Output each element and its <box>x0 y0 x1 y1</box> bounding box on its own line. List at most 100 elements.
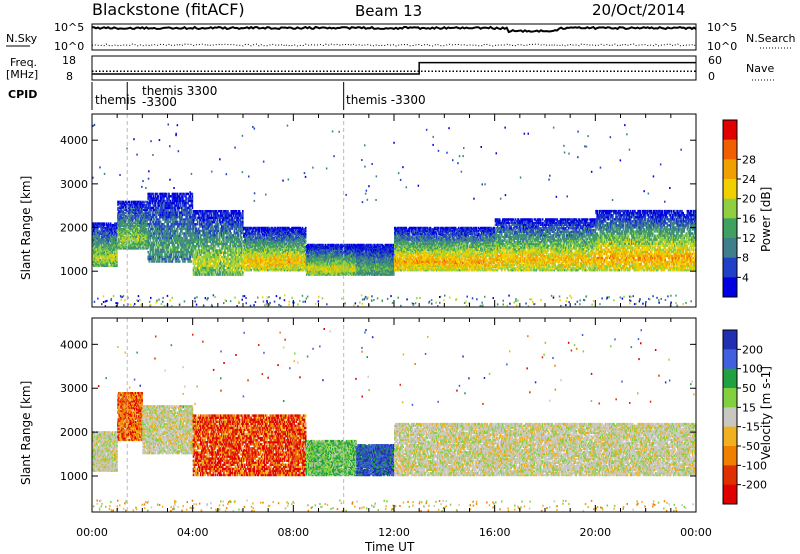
heatmap-cell <box>219 258 222 261</box>
heatmap-cell <box>206 240 208 243</box>
heatmap-cell <box>104 226 107 230</box>
heatmap-cell <box>101 245 103 249</box>
heatmap-cell <box>203 218 205 222</box>
heatmap-cell <box>96 244 98 247</box>
heatmap-cell <box>111 251 114 254</box>
heatmap-cell <box>201 221 203 224</box>
heatmap-cell <box>237 251 240 254</box>
heatmap-cell <box>168 257 170 261</box>
heatmap-cell <box>99 238 101 241</box>
heatmap-cell <box>207 253 209 257</box>
heatmap-cell <box>213 260 216 263</box>
heatmap-cell <box>190 248 193 251</box>
heatmap-cell <box>195 269 198 272</box>
heatmap-cell <box>142 218 144 221</box>
heatmap-cell <box>95 251 97 254</box>
heatmap-cell <box>144 211 146 215</box>
heatmap-cell <box>174 248 177 251</box>
heatmap-cell <box>165 248 167 251</box>
heatmap-cell <box>163 211 165 214</box>
heatmap-cell <box>194 247 197 250</box>
heatmap-cell <box>122 234 124 237</box>
heatmap-cell <box>218 264 221 267</box>
heatmap-cell <box>115 241 117 244</box>
heatmap-cell <box>120 202 122 205</box>
heatmap-cell <box>204 218 206 222</box>
heatmap-cell <box>127 211 130 215</box>
heatmap-cell <box>167 202 169 205</box>
heatmap-cell <box>111 255 114 259</box>
heatmap-cell <box>129 203 132 207</box>
heatmap-cell <box>165 195 167 198</box>
heatmap-cell <box>120 236 122 239</box>
heatmap-cell <box>95 245 97 249</box>
heatmap-cell <box>171 244 174 247</box>
heatmap-cell <box>149 248 152 251</box>
heatmap-cell <box>225 258 227 261</box>
heatmap-cell <box>175 213 178 217</box>
heatmap-cell <box>204 269 206 272</box>
heatmap-cell <box>170 225 173 228</box>
heatmap-cell <box>221 216 223 219</box>
heatmap-cell <box>200 225 202 228</box>
heatmap-cell <box>205 260 207 263</box>
heatmap-cell <box>180 250 182 254</box>
heatmap-cell <box>214 242 217 246</box>
heatmap-cell <box>110 260 113 263</box>
heatmap-cell <box>193 271 196 274</box>
heatmap-cell <box>230 234 232 237</box>
heatmap-cell <box>126 223 129 226</box>
heatmap-cell <box>235 271 238 274</box>
heatmap-cell <box>137 223 139 226</box>
heatmap-cell <box>94 235 96 238</box>
heatmap-cell <box>128 205 131 208</box>
heatmap-cell <box>194 251 197 254</box>
heatmap-cell <box>127 234 130 237</box>
heatmap-cell <box>152 260 155 263</box>
heatmap-cell <box>122 202 124 205</box>
heatmap-cell <box>225 227 227 230</box>
heatmap-cell <box>149 255 152 258</box>
heatmap-cell <box>138 227 140 231</box>
heatmap-cell <box>195 218 198 222</box>
heatmap-cell <box>143 208 145 212</box>
heatmap-cell <box>167 216 169 219</box>
heatmap-cell <box>93 234 95 237</box>
heatmap-cell <box>225 273 227 276</box>
heatmap-cell <box>104 244 107 247</box>
heatmap-cell <box>213 253 216 257</box>
heatmap-cell <box>196 223 199 226</box>
heatmap-cell <box>215 231 218 235</box>
heatmap-cell <box>106 234 109 237</box>
heatmap-cell <box>169 260 172 263</box>
heatmap-cell <box>127 239 130 242</box>
heatmap-cell <box>193 238 196 241</box>
heatmap-cell <box>242 214 244 217</box>
heatmap-cell <box>168 234 170 237</box>
heatmap-cell <box>213 269 216 272</box>
heatmap-cell <box>96 223 98 227</box>
heatmap-cell <box>95 254 97 257</box>
cpid-entry: themis <box>95 93 136 107</box>
heatmap-cell <box>124 232 127 236</box>
heatmap-cell <box>170 223 173 226</box>
freq-trace <box>92 61 696 75</box>
heatmap-cell <box>176 195 179 198</box>
heatmap-cell <box>110 263 113 266</box>
heatmap-cell <box>222 262 224 265</box>
heatmap-cell <box>125 210 128 213</box>
heatmap-cell <box>102 231 105 234</box>
heatmap-cell <box>102 244 105 247</box>
heatmap-cell <box>231 225 234 228</box>
heatmap-cell <box>200 253 202 257</box>
heatmap-cell <box>203 255 205 259</box>
heatmap-cell <box>192 210 195 213</box>
heatmap-cell <box>215 253 218 257</box>
heatmap-cell <box>132 202 135 205</box>
heatmap-cell <box>117 223 119 226</box>
heatmap-cell <box>172 199 175 203</box>
heatmap-cell <box>166 239 168 242</box>
heatmap-cell <box>107 225 110 228</box>
heatmap-cell <box>212 229 215 233</box>
